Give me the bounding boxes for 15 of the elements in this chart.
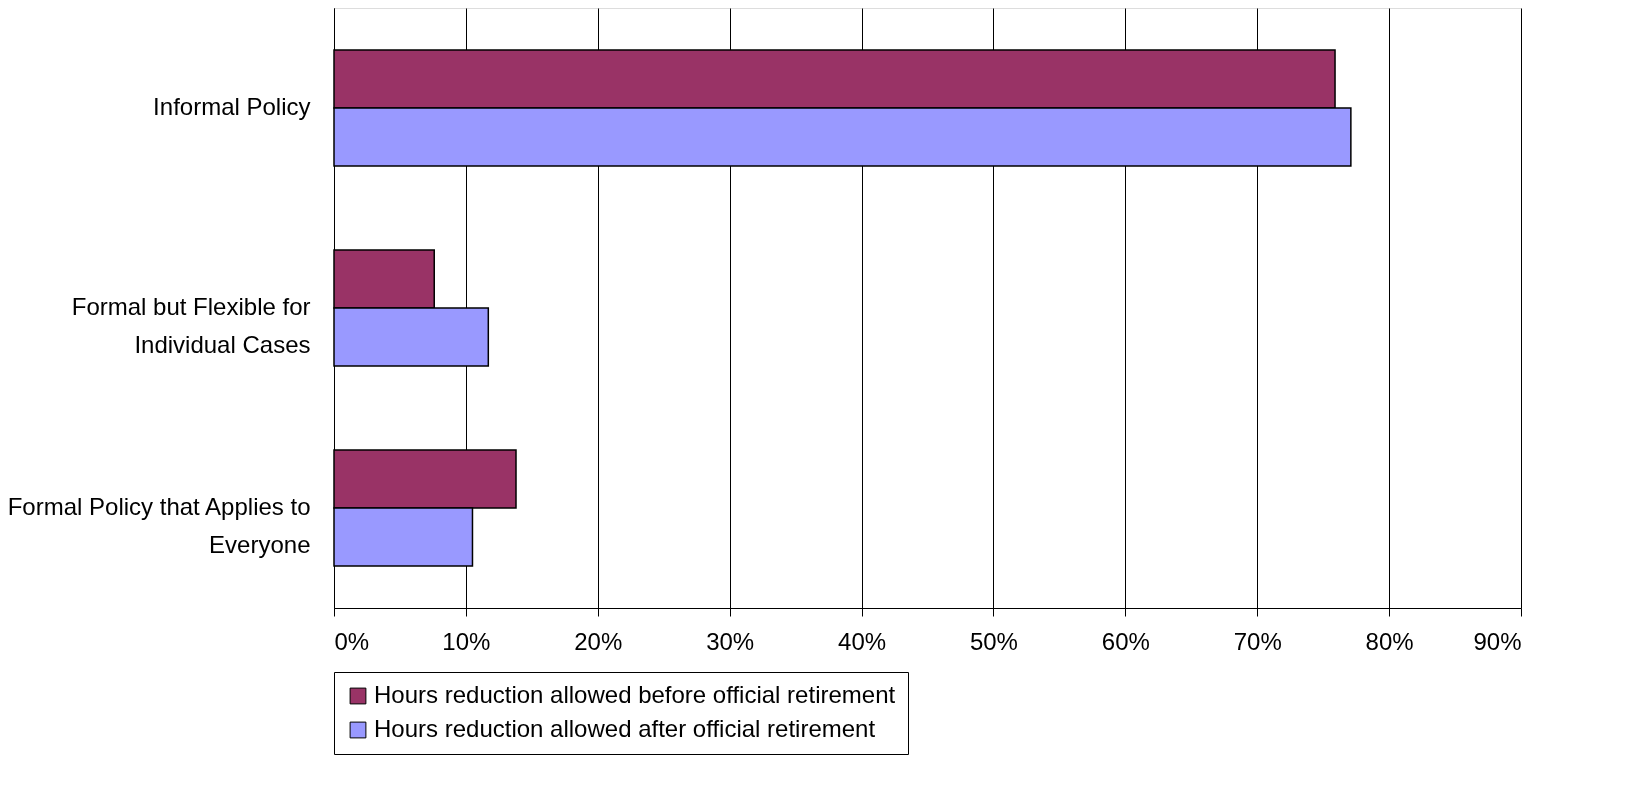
x-tick-label: 0% — [334, 627, 370, 655]
y-tick-label: Informal Policy — [153, 93, 311, 120]
legend-label: Hours reduction allowed after official retirement — [374, 715, 876, 742]
y-tick-label: Formal Policy that Applies to Everyone — [7, 493, 311, 558]
x-tick-label: 80% — [1365, 627, 1414, 655]
y-tick-label: Formal but Flexible for Individual Cases — [71, 293, 311, 358]
legend-label: Hours reduction allowed before official retirement — [374, 681, 896, 708]
x-tick-label: 20% — [574, 627, 623, 655]
x-tick-label: 30% — [706, 627, 755, 655]
x-tick-label: 50% — [969, 627, 1018, 655]
x-tick-label: 40% — [838, 627, 887, 655]
x-tick-label: 70% — [1233, 627, 1282, 655]
x-tick-label: 60% — [1101, 627, 1150, 655]
x-tick-label: 90% — [1473, 627, 1522, 655]
x-tick-label: 10% — [442, 627, 491, 655]
